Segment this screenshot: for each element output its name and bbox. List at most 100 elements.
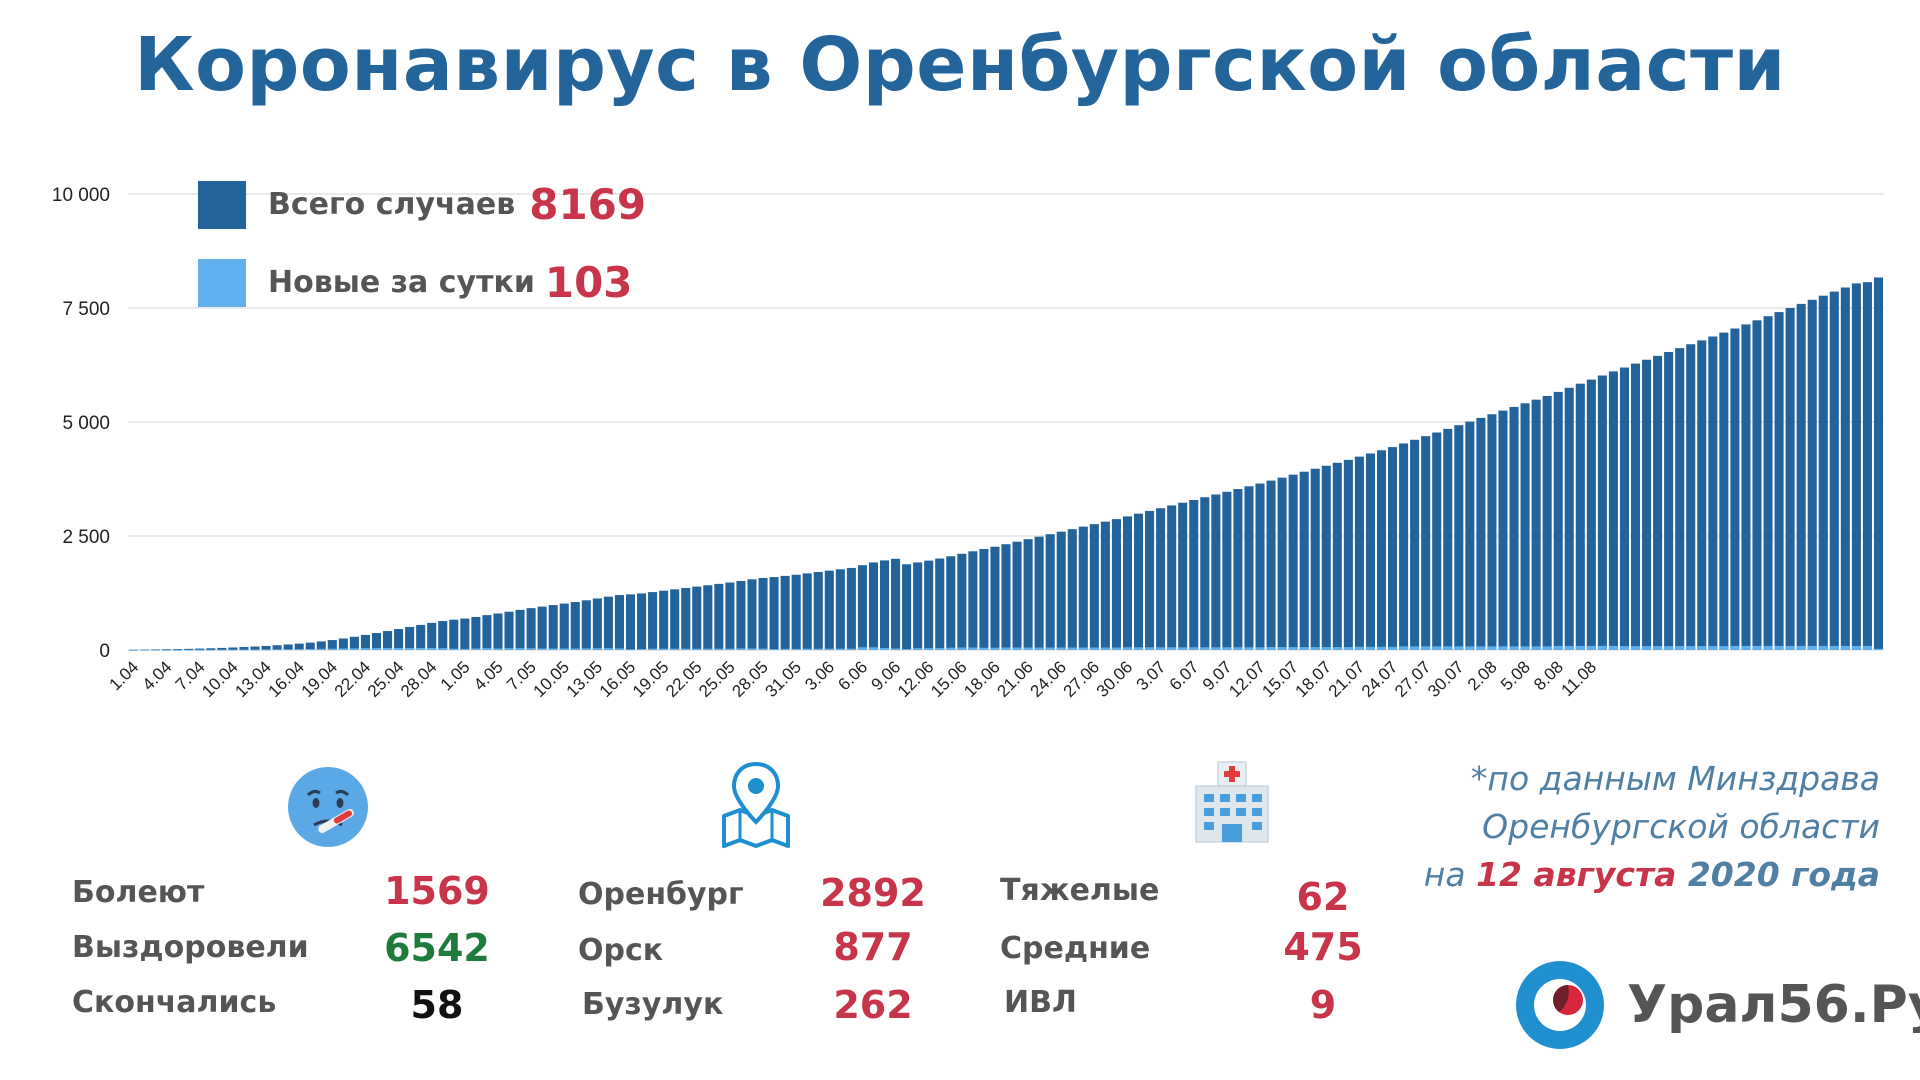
bar-total (1509, 406, 1519, 650)
bar-new (1122, 647, 1133, 650)
bar-total (537, 606, 547, 650)
bar-new (217, 649, 227, 651)
bar-new (1145, 647, 1155, 650)
x-tick-label: 25.04 (364, 657, 408, 701)
bar-new (968, 647, 978, 650)
bar-new (1619, 646, 1629, 650)
bar-total (250, 646, 260, 650)
x-tick-label: 27.06 (1060, 657, 1104, 701)
bar-new (1178, 647, 1188, 650)
bar-total (1321, 465, 1331, 650)
x-tick-label: 24.06 (1027, 657, 1071, 701)
legend-value-new: 103 (544, 258, 633, 307)
brand[interactable]: Урал56.Ру (1515, 960, 1920, 1050)
x-tick-label: 28.04 (397, 657, 441, 701)
stat-label-severe: Тяжелые (1000, 873, 1160, 908)
bar-new (526, 648, 536, 650)
bar-new (239, 649, 249, 651)
bar-total (1531, 399, 1541, 650)
bar-new (1686, 646, 1696, 650)
bar-total (1774, 312, 1784, 650)
bar-total (957, 553, 967, 650)
bar-new (603, 648, 613, 650)
bar-total (1476, 417, 1486, 650)
bar-new (1332, 647, 1342, 650)
bar-total (935, 558, 945, 650)
source-line-2: Оренбургской области (1482, 807, 1880, 846)
bar-new (305, 649, 315, 650)
stat-label-ventilator: ИВЛ (1004, 985, 1077, 1020)
bar-total (338, 638, 348, 650)
bar-total (239, 647, 249, 650)
legend-label-total: Всего случаев (268, 187, 516, 222)
x-tick-label: 19.05 (629, 657, 673, 701)
bar-new (1873, 648, 1884, 650)
bar-total (780, 575, 790, 650)
bar-total (1277, 477, 1287, 650)
bar-total (1719, 332, 1729, 650)
bar-new (250, 649, 260, 651)
source-date: 12 августа (1476, 855, 1677, 894)
bar-new (1111, 647, 1121, 650)
bar-total (1376, 450, 1387, 650)
bar-total (902, 564, 912, 650)
y-tick-label: 2 500 (62, 527, 110, 548)
source-prefix: на (1423, 855, 1477, 894)
bar-total (1388, 447, 1398, 650)
bar-new (1597, 645, 1607, 650)
bar-new (1531, 646, 1541, 650)
bar-new (1156, 647, 1166, 650)
x-tick-label: 18.06 (960, 657, 1004, 701)
bar-new (1719, 646, 1729, 650)
bar-new (482, 648, 492, 650)
bar-total (736, 580, 746, 650)
x-tick-label: 19.04 (298, 657, 342, 701)
stat-value-buzuluk: 262 (833, 983, 913, 1027)
bar-total (1266, 480, 1276, 650)
bar-total (1056, 531, 1066, 650)
x-tick-label: 13.05 (563, 657, 607, 701)
x-tick-label: 4.04 (139, 657, 176, 694)
bar-total (1785, 308, 1795, 650)
bar-total (1365, 453, 1375, 650)
bar-total (747, 579, 757, 650)
bar-new (162, 649, 172, 651)
bar-new (857, 647, 867, 650)
bar-new (736, 648, 746, 650)
bar-new (1465, 646, 1475, 650)
bar-new (681, 648, 691, 650)
bar-new (913, 648, 923, 650)
bar-total (1255, 483, 1265, 650)
x-tick-label: 11.08 (1558, 657, 1601, 700)
bar-total (504, 611, 514, 650)
x-tick-label: 5.08 (1497, 657, 1534, 694)
bar-total (383, 631, 393, 650)
bar-total (294, 643, 304, 650)
bar-new (272, 649, 282, 651)
bar-total (802, 573, 812, 650)
bar-total (1299, 471, 1309, 650)
bar-total (946, 556, 956, 650)
bar-new (802, 648, 812, 650)
stat-label-orsk: Орск (578, 933, 664, 968)
bar-new (1542, 646, 1552, 650)
bar-new (228, 649, 238, 651)
bar-new (283, 649, 293, 651)
x-tick-label: 21.06 (993, 657, 1037, 701)
bar-new (703, 648, 713, 650)
bar-total (1520, 403, 1530, 650)
bar-total (1089, 524, 1099, 650)
bar-total (659, 590, 669, 650)
source-line-1: *по данным Минздрава (1470, 759, 1880, 798)
bar-total (1100, 521, 1110, 650)
bar-total (1763, 316, 1773, 650)
new-cases-bars (128, 645, 1884, 651)
bar-total (1421, 436, 1431, 650)
bar-new (1487, 646, 1497, 650)
bar-total (1111, 519, 1121, 650)
legend-swatch-new (198, 258, 246, 307)
bar-total (272, 645, 282, 650)
bar-total (1034, 536, 1044, 650)
legend-swatch-total (198, 180, 246, 229)
bar-total (261, 645, 271, 650)
